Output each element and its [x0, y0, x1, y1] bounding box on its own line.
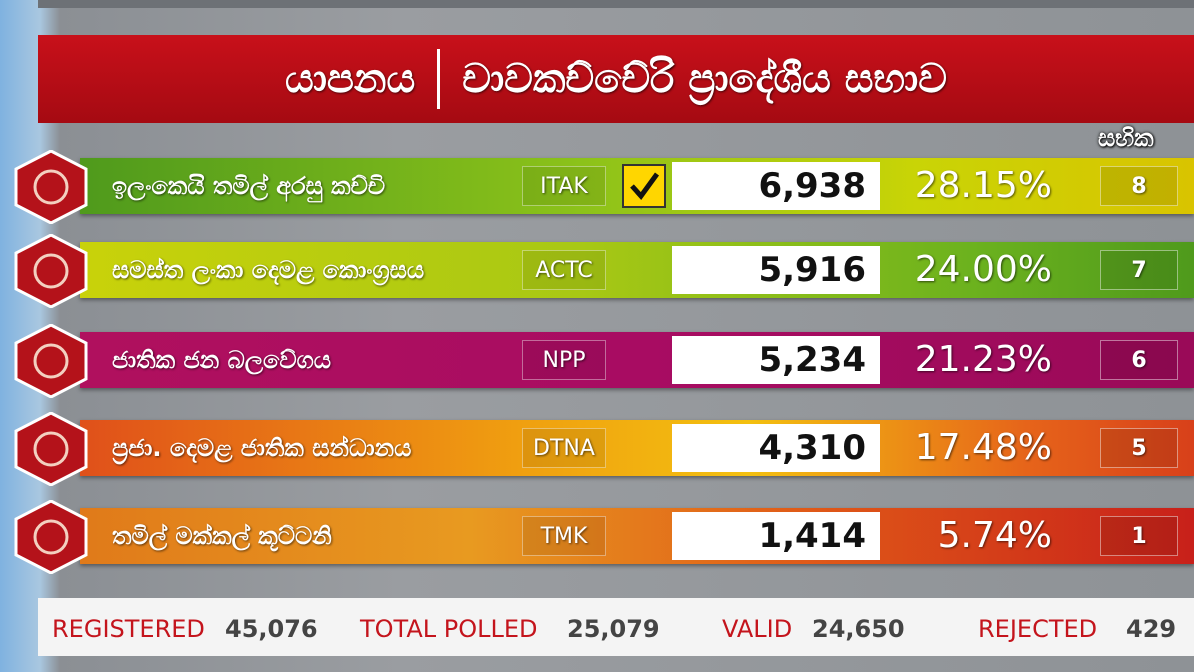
- party-icon: [14, 233, 88, 309]
- votes: 5,916: [672, 246, 880, 294]
- party-abbr: ITAK: [522, 166, 606, 206]
- party-icon: [14, 499, 88, 575]
- winner-check: [622, 164, 666, 208]
- percent: 5.74%: [937, 515, 1052, 556]
- party-name: ජාතික ජන බලවේගය: [112, 346, 332, 374]
- row-bar: [80, 242, 1194, 298]
- footer-label: VALID: [722, 615, 793, 643]
- seats: 8: [1100, 166, 1178, 206]
- party-abbr: DTNA: [522, 428, 606, 468]
- footer-value: 25,079: [567, 615, 660, 643]
- icon-hex: [14, 233, 88, 309]
- votes: 4,310: [672, 424, 880, 472]
- party-abbr: ACTC: [522, 250, 606, 290]
- party-icon: [14, 411, 88, 487]
- icon-hex: [14, 411, 88, 487]
- percent: 28.15%: [914, 165, 1052, 206]
- icon-hex: [14, 499, 88, 575]
- seats: 6: [1100, 340, 1178, 380]
- footer-value: 429: [1126, 615, 1177, 643]
- percent: 21.23%: [914, 339, 1052, 380]
- party-name: තමිල් මක්කල් කූට්ටනි: [112, 522, 332, 550]
- party-abbr: NPP: [522, 340, 606, 380]
- party-icon: [14, 149, 88, 225]
- party-name: ඉලංකෙයි තමිල් අරසු කච්චි: [112, 172, 386, 200]
- footer-label: REJECTED: [978, 615, 1098, 643]
- footer-label: TOTAL POLLED: [360, 615, 538, 643]
- title-left: යාපනය: [285, 56, 416, 102]
- party-name: ප්‍රජා. දෙමළ ජාතික සන්ධානය: [112, 434, 412, 462]
- row-bar: [80, 420, 1194, 476]
- percent: 17.48%: [914, 427, 1052, 468]
- seats: 5: [1100, 428, 1178, 468]
- icon-hex: [14, 323, 88, 399]
- percent: 24.00%: [914, 249, 1052, 290]
- footer-bar: [38, 598, 1194, 656]
- check-icon: [630, 172, 660, 200]
- icon-hex: [14, 149, 88, 225]
- row-bar: [80, 332, 1194, 388]
- votes: 5,234: [672, 336, 880, 384]
- footer-value: 45,076: [225, 615, 318, 643]
- title-bar: යාපනය චාවකච්චේරි ප්‍රාදේශීය සභාව: [38, 35, 1194, 123]
- title-right: චාවකච්චේරි ප්‍රාදේශීය සභාව: [462, 56, 947, 102]
- votes: 1,414: [672, 512, 880, 560]
- seats: 7: [1100, 250, 1178, 290]
- top-strip: [38, 0, 1194, 8]
- title-divider: [437, 49, 441, 109]
- seats: 1: [1100, 516, 1178, 556]
- party-icon: [14, 323, 88, 399]
- party-name: සමස්ත ලංකා දෙමළ කොංග්‍රසය: [112, 256, 425, 284]
- footer-value: 24,650: [812, 615, 905, 643]
- row-bar: [80, 508, 1194, 564]
- footer-label: REGISTERED: [52, 615, 205, 643]
- votes: 6,938: [672, 162, 880, 210]
- seats-header: සභික: [1098, 124, 1154, 152]
- party-abbr: TMK: [522, 516, 606, 556]
